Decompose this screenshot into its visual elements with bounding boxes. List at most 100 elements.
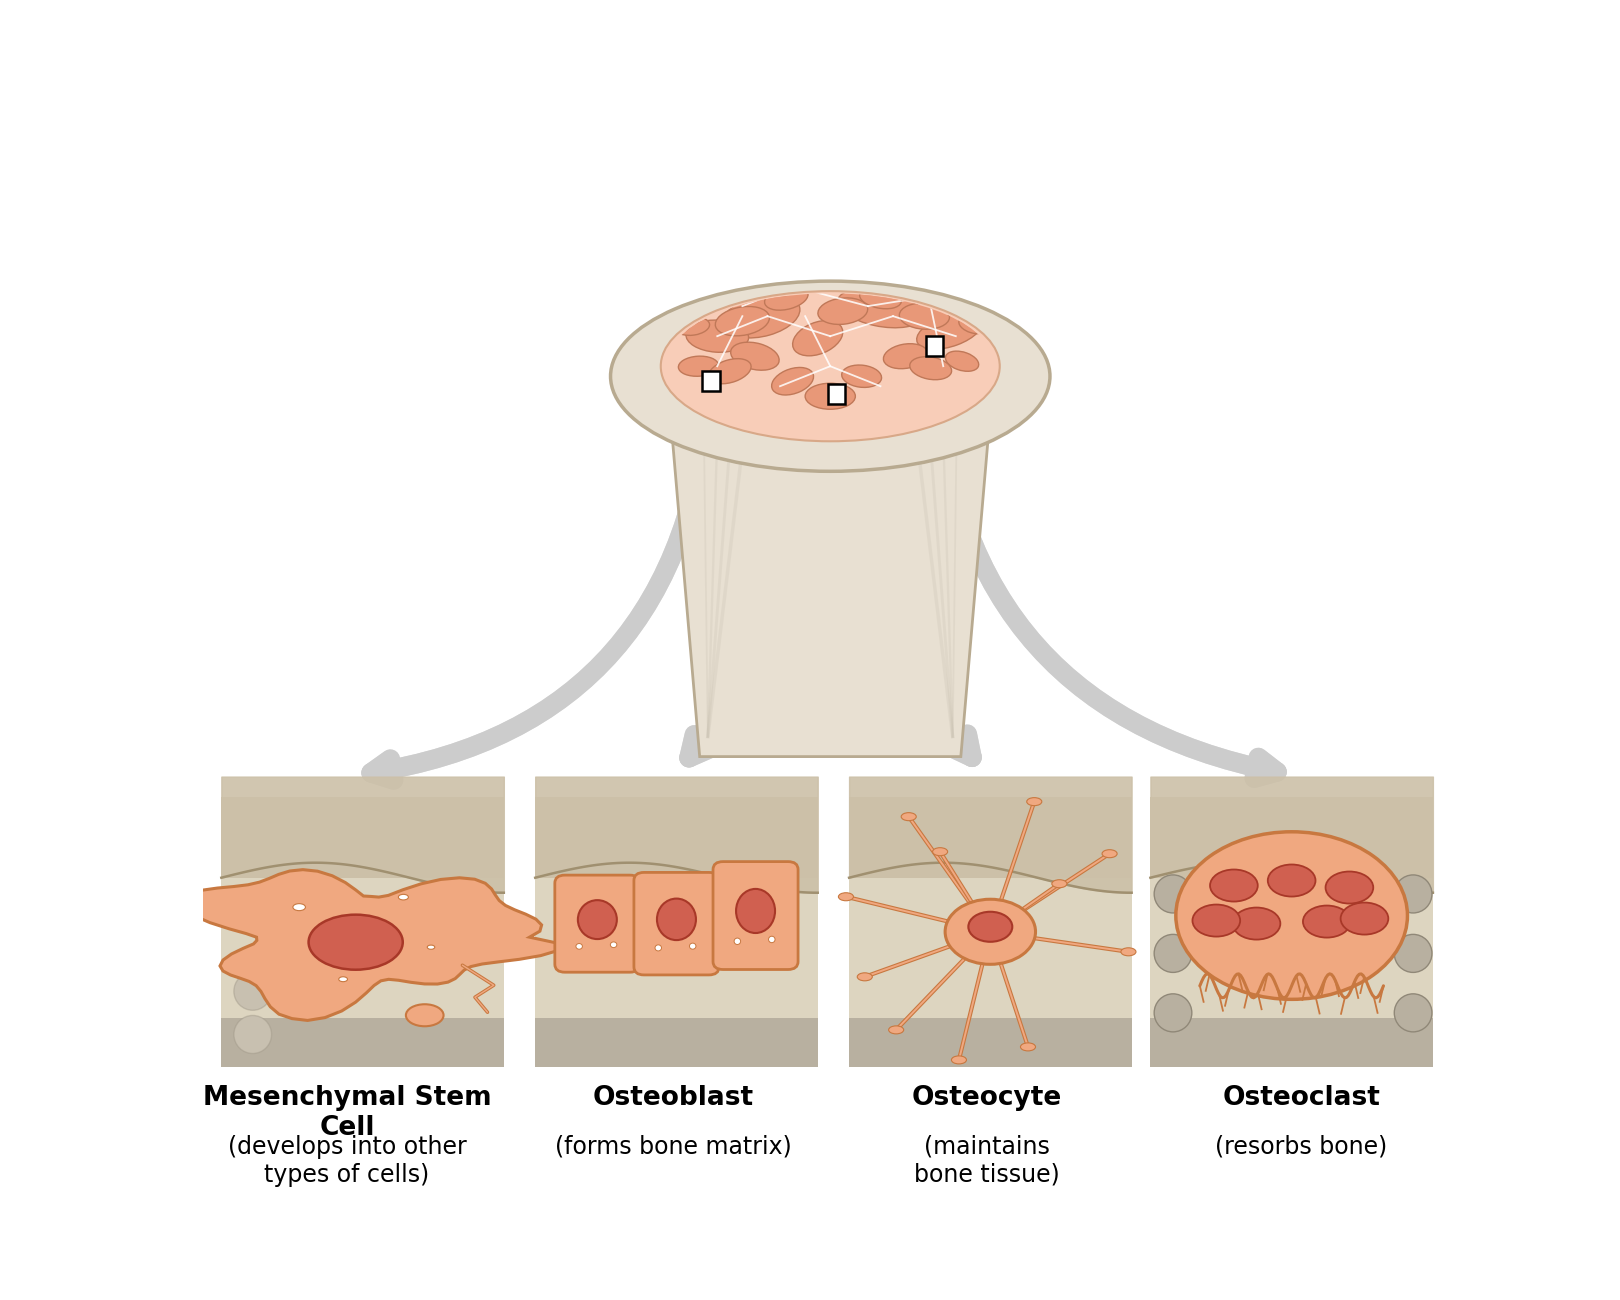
FancyBboxPatch shape	[849, 1018, 1131, 1067]
Ellipse shape	[577, 944, 583, 949]
Ellipse shape	[805, 384, 855, 410]
FancyBboxPatch shape	[633, 872, 719, 975]
Ellipse shape	[1302, 906, 1351, 937]
Ellipse shape	[708, 359, 752, 383]
Ellipse shape	[1192, 905, 1241, 936]
Ellipse shape	[399, 894, 408, 900]
FancyBboxPatch shape	[222, 1018, 504, 1067]
Ellipse shape	[1341, 902, 1388, 935]
FancyArrowPatch shape	[838, 399, 972, 758]
Text: (forms bone matrix): (forms bone matrix)	[556, 1135, 792, 1160]
Ellipse shape	[1102, 850, 1118, 858]
Text: (maintains
bone tissue): (maintains bone tissue)	[914, 1135, 1059, 1187]
Ellipse shape	[1268, 864, 1315, 897]
Bar	[828, 385, 846, 404]
Text: Osteoblast: Osteoblast	[593, 1086, 753, 1112]
Ellipse shape	[578, 900, 617, 939]
Text: (develops into other
types of cells): (develops into other types of cells)	[227, 1135, 467, 1187]
Ellipse shape	[818, 298, 868, 325]
Ellipse shape	[1395, 875, 1432, 913]
Ellipse shape	[959, 315, 990, 334]
Ellipse shape	[883, 343, 928, 369]
Bar	[701, 372, 719, 391]
Ellipse shape	[690, 942, 697, 949]
Ellipse shape	[899, 303, 949, 329]
Ellipse shape	[839, 893, 854, 901]
FancyBboxPatch shape	[535, 797, 818, 1067]
Ellipse shape	[1176, 832, 1408, 1000]
Ellipse shape	[734, 939, 740, 945]
FancyBboxPatch shape	[849, 797, 1131, 1067]
Ellipse shape	[969, 911, 1012, 941]
Ellipse shape	[674, 317, 710, 335]
Ellipse shape	[910, 356, 951, 380]
FancyArrowPatch shape	[371, 384, 711, 780]
FancyBboxPatch shape	[222, 797, 504, 878]
Text: Osteocyte: Osteocyte	[912, 1086, 1063, 1112]
Ellipse shape	[661, 291, 1000, 441]
Ellipse shape	[838, 289, 923, 328]
Ellipse shape	[233, 1015, 272, 1053]
FancyArrowPatch shape	[371, 384, 711, 780]
FancyBboxPatch shape	[1150, 797, 1432, 1067]
Ellipse shape	[1153, 935, 1192, 972]
Ellipse shape	[951, 1056, 967, 1063]
FancyArrowPatch shape	[688, 399, 836, 758]
Ellipse shape	[611, 281, 1050, 472]
Ellipse shape	[792, 321, 842, 356]
FancyArrowPatch shape	[688, 399, 836, 758]
Ellipse shape	[293, 903, 306, 911]
Ellipse shape	[407, 1004, 444, 1026]
FancyBboxPatch shape	[849, 797, 1131, 878]
Ellipse shape	[901, 812, 917, 820]
FancyArrowPatch shape	[935, 348, 1277, 779]
Ellipse shape	[1027, 798, 1042, 806]
FancyArrowPatch shape	[838, 399, 972, 758]
Ellipse shape	[1021, 1043, 1035, 1050]
Ellipse shape	[1210, 870, 1257, 901]
Ellipse shape	[860, 287, 901, 309]
Ellipse shape	[308, 915, 403, 970]
Ellipse shape	[1325, 871, 1374, 903]
Ellipse shape	[685, 320, 748, 352]
Text: (resorbs bone): (resorbs bone)	[1215, 1135, 1387, 1160]
Ellipse shape	[771, 368, 813, 395]
Polygon shape	[180, 870, 561, 1020]
FancyArrowPatch shape	[935, 348, 1277, 779]
Bar	[925, 337, 943, 356]
Ellipse shape	[428, 945, 434, 949]
FancyBboxPatch shape	[535, 797, 818, 878]
Ellipse shape	[723, 294, 800, 338]
Ellipse shape	[1153, 875, 1192, 913]
FancyBboxPatch shape	[1150, 1018, 1432, 1067]
Ellipse shape	[857, 972, 872, 980]
Ellipse shape	[679, 356, 718, 376]
Text: Mesenchymal Stem
Cell: Mesenchymal Stem Cell	[202, 1086, 491, 1141]
Ellipse shape	[1233, 907, 1280, 940]
Polygon shape	[667, 376, 993, 757]
Ellipse shape	[339, 976, 348, 982]
Ellipse shape	[768, 936, 774, 942]
Ellipse shape	[944, 900, 1035, 965]
Ellipse shape	[889, 1026, 904, 1034]
Ellipse shape	[1051, 880, 1068, 888]
Ellipse shape	[765, 286, 808, 311]
Ellipse shape	[842, 365, 881, 387]
Ellipse shape	[1121, 948, 1136, 955]
Ellipse shape	[731, 342, 779, 370]
FancyBboxPatch shape	[222, 797, 504, 1067]
Ellipse shape	[1153, 993, 1192, 1032]
Ellipse shape	[658, 898, 697, 940]
FancyBboxPatch shape	[535, 1018, 818, 1067]
Ellipse shape	[946, 351, 978, 372]
Ellipse shape	[1395, 935, 1432, 972]
Ellipse shape	[917, 313, 982, 350]
Ellipse shape	[933, 848, 948, 855]
Ellipse shape	[716, 307, 769, 335]
Ellipse shape	[735, 889, 774, 933]
FancyBboxPatch shape	[1150, 797, 1432, 878]
Ellipse shape	[611, 942, 617, 948]
Ellipse shape	[233, 972, 272, 1010]
Ellipse shape	[1395, 993, 1432, 1032]
Text: Osteoclast: Osteoclast	[1221, 1086, 1380, 1112]
